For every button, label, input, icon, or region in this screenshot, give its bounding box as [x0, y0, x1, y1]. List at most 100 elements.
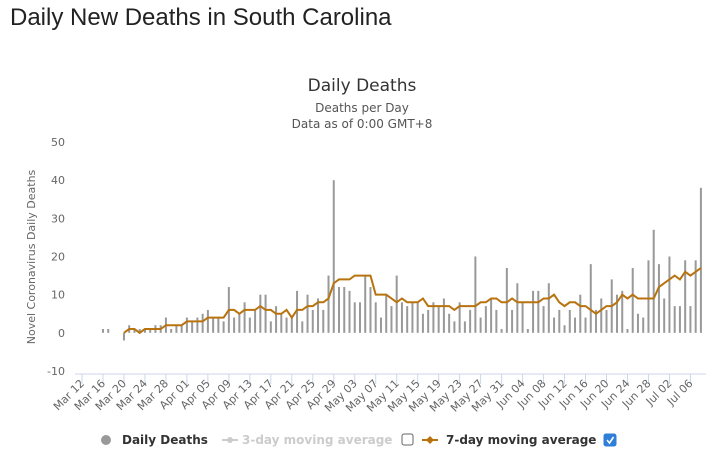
bar — [490, 298, 493, 333]
bar — [442, 298, 445, 333]
bar — [636, 313, 639, 333]
bar — [269, 321, 272, 333]
bar — [122, 332, 125, 341]
bar — [233, 317, 236, 333]
bar — [474, 256, 477, 333]
bar — [448, 313, 451, 333]
page-title: Daily New Deaths in South Carolina — [10, 4, 392, 31]
bar — [238, 313, 241, 333]
bar — [201, 313, 204, 333]
bar — [668, 256, 671, 333]
bar — [511, 309, 514, 333]
bar — [374, 302, 377, 333]
chart-subtitle: Deaths per Day — [315, 101, 409, 115]
bar — [180, 325, 183, 333]
bar — [101, 329, 104, 333]
bar — [615, 294, 618, 333]
bar — [400, 302, 403, 333]
bar — [484, 306, 487, 333]
legend-marker — [426, 436, 434, 444]
bar — [574, 317, 577, 333]
bar — [364, 275, 367, 333]
bar — [694, 260, 697, 333]
bar — [589, 264, 592, 333]
chart-note: Data as of 0:00 GMT+8 — [292, 117, 433, 131]
bar — [248, 317, 251, 333]
bar — [553, 317, 556, 333]
bar — [652, 229, 655, 333]
bar — [547, 283, 550, 333]
legend-check — [606, 436, 615, 445]
bar — [322, 309, 325, 333]
y-axis-label: Novel Coronavirus Daily Deaths — [25, 169, 38, 344]
bar — [133, 329, 136, 333]
bar — [385, 294, 388, 333]
bar — [657, 264, 660, 333]
bar — [390, 306, 393, 333]
y-tick-label: 20 — [51, 251, 65, 264]
bar — [143, 329, 146, 333]
bar — [584, 317, 587, 333]
bar — [647, 260, 650, 333]
bar — [684, 260, 687, 333]
bar — [343, 287, 346, 333]
bar — [395, 275, 398, 333]
bar — [579, 294, 582, 333]
legend-label: 3-day moving average — [242, 433, 392, 447]
line — [123, 267, 702, 335]
bar — [621, 290, 624, 333]
legend-checkbox — [401, 433, 414, 446]
bar — [254, 309, 257, 333]
bar — [311, 309, 314, 333]
chart-title: Daily Deaths — [308, 76, 417, 96]
bar — [605, 309, 608, 333]
bar — [212, 317, 215, 333]
legend-swatch — [101, 435, 111, 445]
bar — [290, 317, 293, 333]
bar — [348, 290, 351, 333]
bar — [469, 309, 472, 333]
bar — [107, 329, 110, 333]
bar — [526, 329, 529, 333]
bar — [222, 321, 225, 333]
bar — [275, 306, 278, 333]
y-tick-label: -10 — [47, 365, 65, 378]
bar — [600, 298, 603, 333]
bar — [185, 317, 188, 333]
bar — [495, 309, 498, 333]
bar — [379, 317, 382, 333]
bar — [453, 321, 456, 333]
bar — [500, 329, 503, 333]
bar — [421, 313, 424, 333]
bar — [369, 287, 372, 333]
bar — [138, 329, 141, 333]
legend-item[interactable]: 7-day moving average — [422, 433, 617, 447]
bar — [411, 302, 414, 333]
bar — [353, 302, 356, 333]
bar — [406, 306, 409, 333]
y-tick-label: 0 — [58, 327, 65, 340]
bar — [699, 187, 702, 333]
bar — [558, 309, 561, 333]
bar — [626, 329, 629, 333]
bar — [595, 309, 598, 333]
bar — [505, 267, 508, 333]
legend-item[interactable]: Daily Deaths — [101, 433, 208, 447]
bar — [673, 306, 676, 333]
bar — [521, 302, 524, 333]
bar — [689, 306, 692, 333]
bar — [427, 309, 430, 333]
bar — [542, 306, 545, 333]
bar — [563, 325, 566, 333]
bar — [217, 317, 220, 333]
legend-item[interactable]: 3-day moving average — [222, 433, 414, 447]
bar — [285, 317, 288, 333]
bar — [149, 329, 152, 333]
bar — [663, 298, 666, 333]
bar — [458, 302, 461, 333]
bar — [206, 309, 209, 333]
bar — [332, 180, 335, 333]
legend-checkbox — [603, 433, 617, 447]
